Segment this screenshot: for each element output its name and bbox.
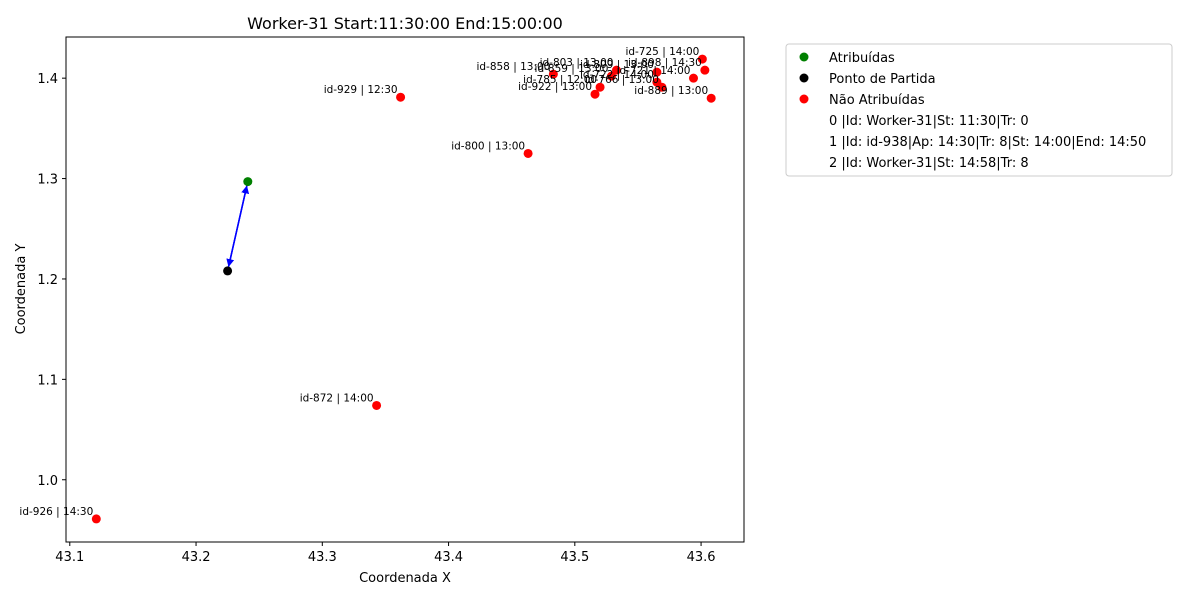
x-tick-label: 43.4 (434, 550, 463, 565)
route-arrow (226, 185, 248, 268)
unassigned-point (548, 69, 558, 79)
y-tick-label: 1.3 (37, 173, 58, 188)
data-points (91, 54, 716, 524)
assigned-point (243, 177, 253, 187)
unassigned-point (611, 65, 621, 75)
unassigned-point (657, 82, 667, 92)
point-label: id-725 | 14:00 (625, 46, 699, 58)
point-label: id-800 | 13:00 (451, 140, 525, 152)
unassigned-point (91, 514, 101, 524)
point-label: id-809 | 13:00 (580, 59, 654, 71)
point-label: id-889 | 13:00 (634, 85, 708, 97)
legend-label: Ponto de Partida (829, 72, 936, 87)
x-tick-label: 43.1 (55, 550, 84, 565)
legend-frame (785, 43, 1173, 177)
y-tick-label: 1.0 (37, 474, 58, 489)
x-tick-label: 43.2 (182, 550, 211, 565)
y-axis: 1.0 1.1 1.2 1.3 1.4 (37, 72, 66, 489)
point-label: id-722 | 14:00 (580, 69, 654, 81)
unassigned-point (523, 148, 533, 158)
plot-area-frame (65, 36, 745, 543)
point-label: id-872 | 14:00 (300, 392, 374, 404)
point-label: id-803 | 13:00 (540, 57, 614, 69)
start-point (223, 266, 233, 276)
chart-title: Worker-31 Start:11:30:00 End:15:00:00 (247, 14, 563, 33)
y-tick-label: 1.2 (37, 273, 58, 288)
legend-label: Atribuídas (829, 51, 895, 66)
unassigned-point (590, 89, 600, 99)
legend-entry: 2 |Id: Worker-31|St: 14:58|Tr: 8 (829, 156, 1029, 171)
x-tick-label: 43.3 (308, 550, 337, 565)
unassigned-point (652, 67, 662, 77)
unassigned-point (595, 82, 605, 92)
unassigned-point (700, 65, 710, 75)
x-tick-label: 43.5 (560, 550, 589, 565)
y-axis-label: Coordenada Y (14, 244, 29, 335)
point-label: id-785 | 12:00 (523, 74, 597, 86)
route-arrows (226, 185, 250, 270)
point-label: id-766 | 13:00 (585, 74, 659, 86)
x-axis-label: Coordenada X (359, 571, 451, 586)
legend-marker (799, 52, 809, 62)
unassigned-point (688, 73, 698, 83)
unassigned-point (697, 54, 707, 64)
unassigned-point (606, 71, 616, 81)
point-label: id-859 | 13:00 (535, 63, 609, 75)
x-axis: 43.1 43.2 43.3 43.4 43.5 43.6 (55, 542, 716, 565)
legend: Atribuídas Ponto de Partida Não Atribuídas… (785, 43, 1173, 177)
legend-marker (799, 73, 809, 83)
point-label: id-898 | 14:30 (628, 57, 702, 69)
unassigned-point (372, 400, 382, 410)
point-label: id-926 | 14:30 (19, 506, 93, 518)
unassigned-point (706, 93, 716, 103)
legend-label: Não Atribuídas (829, 93, 925, 108)
point-label: id-929 | 12:30 (324, 84, 398, 96)
x-tick-label: 43.6 (687, 550, 716, 565)
legend-marker (799, 94, 809, 104)
legend-entry: 0 |Id: Worker-31|St: 11:30|Tr: 0 (829, 114, 1029, 129)
legend-entry: 1 |Id: id-938|Ap: 14:30|Tr: 8|St: 14:00|… (829, 135, 1146, 150)
unassigned-point (396, 92, 406, 102)
y-tick-label: 1.1 (37, 373, 58, 388)
point-label: id-858 | 13:00 (476, 61, 550, 73)
point-label: id-721 | 14:00 (617, 65, 691, 77)
point-label: id-922 | 13:00 (518, 81, 592, 93)
y-tick-label: 1.4 (37, 72, 58, 87)
